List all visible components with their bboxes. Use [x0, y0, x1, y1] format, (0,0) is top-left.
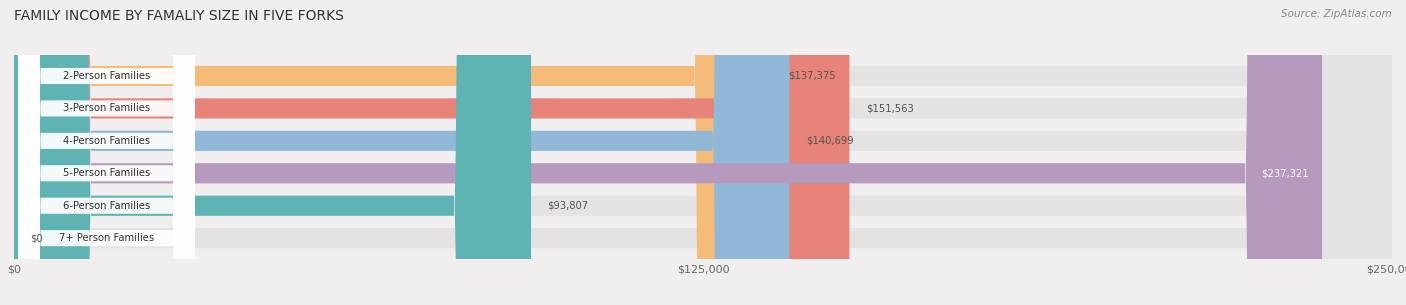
Text: 5-Person Families: 5-Person Families — [63, 168, 150, 178]
Text: 3-Person Families: 3-Person Families — [63, 103, 150, 113]
Text: $93,807: $93,807 — [547, 201, 589, 211]
FancyBboxPatch shape — [14, 0, 1392, 305]
Text: 4-Person Families: 4-Person Families — [63, 136, 150, 146]
FancyBboxPatch shape — [14, 0, 1392, 305]
Text: $237,321: $237,321 — [1261, 168, 1308, 178]
FancyBboxPatch shape — [18, 0, 195, 305]
FancyBboxPatch shape — [14, 0, 790, 305]
FancyBboxPatch shape — [14, 0, 1322, 305]
Text: 2-Person Families: 2-Person Families — [63, 71, 150, 81]
FancyBboxPatch shape — [14, 0, 1392, 305]
FancyBboxPatch shape — [18, 0, 195, 305]
Text: $140,699: $140,699 — [806, 136, 853, 146]
FancyBboxPatch shape — [14, 0, 531, 305]
Text: 6-Person Families: 6-Person Families — [63, 201, 150, 211]
Text: 7+ Person Families: 7+ Person Families — [59, 233, 155, 243]
Text: FAMILY INCOME BY FAMALIY SIZE IN FIVE FORKS: FAMILY INCOME BY FAMALIY SIZE IN FIVE FO… — [14, 9, 344, 23]
FancyBboxPatch shape — [14, 0, 1392, 305]
FancyBboxPatch shape — [14, 0, 1392, 305]
FancyBboxPatch shape — [14, 0, 1392, 305]
Text: Source: ZipAtlas.com: Source: ZipAtlas.com — [1281, 9, 1392, 19]
FancyBboxPatch shape — [18, 0, 195, 305]
FancyBboxPatch shape — [18, 0, 195, 305]
FancyBboxPatch shape — [18, 0, 195, 305]
FancyBboxPatch shape — [14, 0, 772, 305]
Text: $151,563: $151,563 — [866, 103, 914, 113]
Text: $137,375: $137,375 — [787, 71, 835, 81]
FancyBboxPatch shape — [14, 0, 849, 305]
FancyBboxPatch shape — [18, 0, 195, 305]
Text: $0: $0 — [31, 233, 44, 243]
